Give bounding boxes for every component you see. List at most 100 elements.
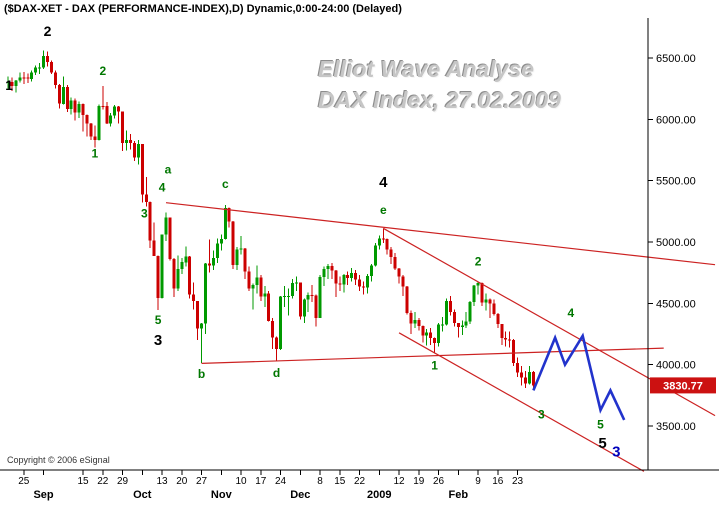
candle (10, 77, 14, 92)
candle (69, 97, 73, 115)
candle (429, 327, 433, 345)
candles (6, 50, 535, 390)
candle (176, 255, 180, 292)
candle (338, 276, 342, 292)
candle (243, 248, 247, 279)
candle (196, 300, 200, 341)
candle (401, 275, 405, 296)
wave-label: 1 (92, 146, 99, 160)
candle (6, 76, 10, 89)
candle (132, 140, 136, 161)
candle (283, 286, 286, 307)
x-axis-label: 12 (393, 476, 405, 487)
wave-label: 3 (154, 332, 162, 349)
candle (148, 201, 152, 249)
candle (334, 270, 338, 298)
candle (373, 243, 377, 267)
candle (417, 318, 421, 331)
x-axis-label: 22 (354, 476, 366, 487)
candle (354, 270, 358, 285)
candle (523, 370, 527, 388)
candle (298, 282, 302, 320)
last-price-box: 3830.77 (650, 377, 716, 394)
wave-label: 1 (431, 359, 438, 373)
candle (85, 114, 89, 137)
candle (184, 246, 188, 267)
candle (105, 102, 109, 125)
candle (421, 325, 425, 343)
candle (223, 205, 227, 240)
x-axis-label: 10 (235, 476, 247, 487)
candle (437, 323, 441, 347)
wave-label: 3 (141, 207, 148, 221)
last-price-value: 3830.77 (663, 380, 703, 392)
candle (57, 83, 61, 109)
candle (413, 311, 417, 328)
wave-label: 1 (5, 77, 13, 93)
x-axis-label: 2009 (367, 489, 391, 501)
x-axis-label: 15 (77, 476, 89, 487)
candle (89, 123, 93, 141)
candle (464, 311, 468, 328)
candle (101, 86, 105, 110)
candle (516, 357, 520, 377)
candle (247, 266, 251, 292)
x-axis-label: 9 (475, 476, 481, 487)
chart-area: 1 2 1 2 3 4 a 5 3 b c d 4 e 1 2 3 4 5 5 3 6500.00 6000.00 5500.… (0, 18, 719, 510)
candle (275, 336, 279, 361)
candle (409, 310, 413, 334)
candle (448, 296, 452, 316)
price-chart[interactable]: 121234a53bcd4e12345536500.006000.005500.… (0, 18, 719, 510)
wave-label: 4 (159, 181, 166, 195)
wave-label: e (380, 203, 387, 217)
candle (433, 337, 437, 354)
candle (259, 275, 263, 301)
candle (290, 278, 294, 299)
candle (65, 85, 69, 112)
candle (397, 267, 401, 284)
trendline[interactable] (398, 332, 645, 472)
candle (452, 309, 456, 327)
candle (385, 238, 389, 255)
candle (128, 134, 132, 150)
candle (279, 296, 283, 350)
candle (346, 271, 350, 285)
x-axis-label: 8 (317, 476, 323, 487)
y-axis-label: 3500.00 (656, 421, 696, 433)
candle (22, 72, 26, 84)
wave-label: d (273, 366, 280, 380)
wave-label: 5 (597, 418, 604, 432)
candle (239, 235, 243, 255)
x-axis-label: 25 (18, 476, 30, 487)
candle (377, 235, 381, 250)
candle (500, 324, 504, 345)
candle (302, 298, 306, 323)
candle (508, 331, 512, 348)
candle (14, 80, 18, 93)
trendline[interactable] (165, 202, 716, 266)
candle (18, 72, 22, 83)
candle (369, 264, 373, 282)
candle (152, 222, 156, 257)
candle (310, 284, 314, 303)
candle (219, 234, 223, 251)
y-axis-label: 5000.00 (656, 237, 696, 249)
x-axis-label: 23 (512, 476, 524, 487)
projection-path[interactable] (532, 332, 626, 421)
wave-label: c (222, 177, 229, 191)
candle (468, 300, 472, 325)
candle (156, 255, 160, 311)
copyright-notice: Copyright © 2006 eSignal (7, 455, 110, 465)
candle (456, 323, 460, 338)
candle (172, 257, 176, 298)
candle (255, 265, 259, 294)
candle (267, 291, 271, 322)
candle (492, 299, 496, 316)
candle (405, 286, 409, 315)
candle (211, 250, 215, 271)
candle (97, 104, 101, 141)
x-axis-label: 27 (196, 476, 208, 487)
candle (393, 253, 397, 271)
candle (350, 267, 354, 282)
candle (34, 65, 38, 76)
